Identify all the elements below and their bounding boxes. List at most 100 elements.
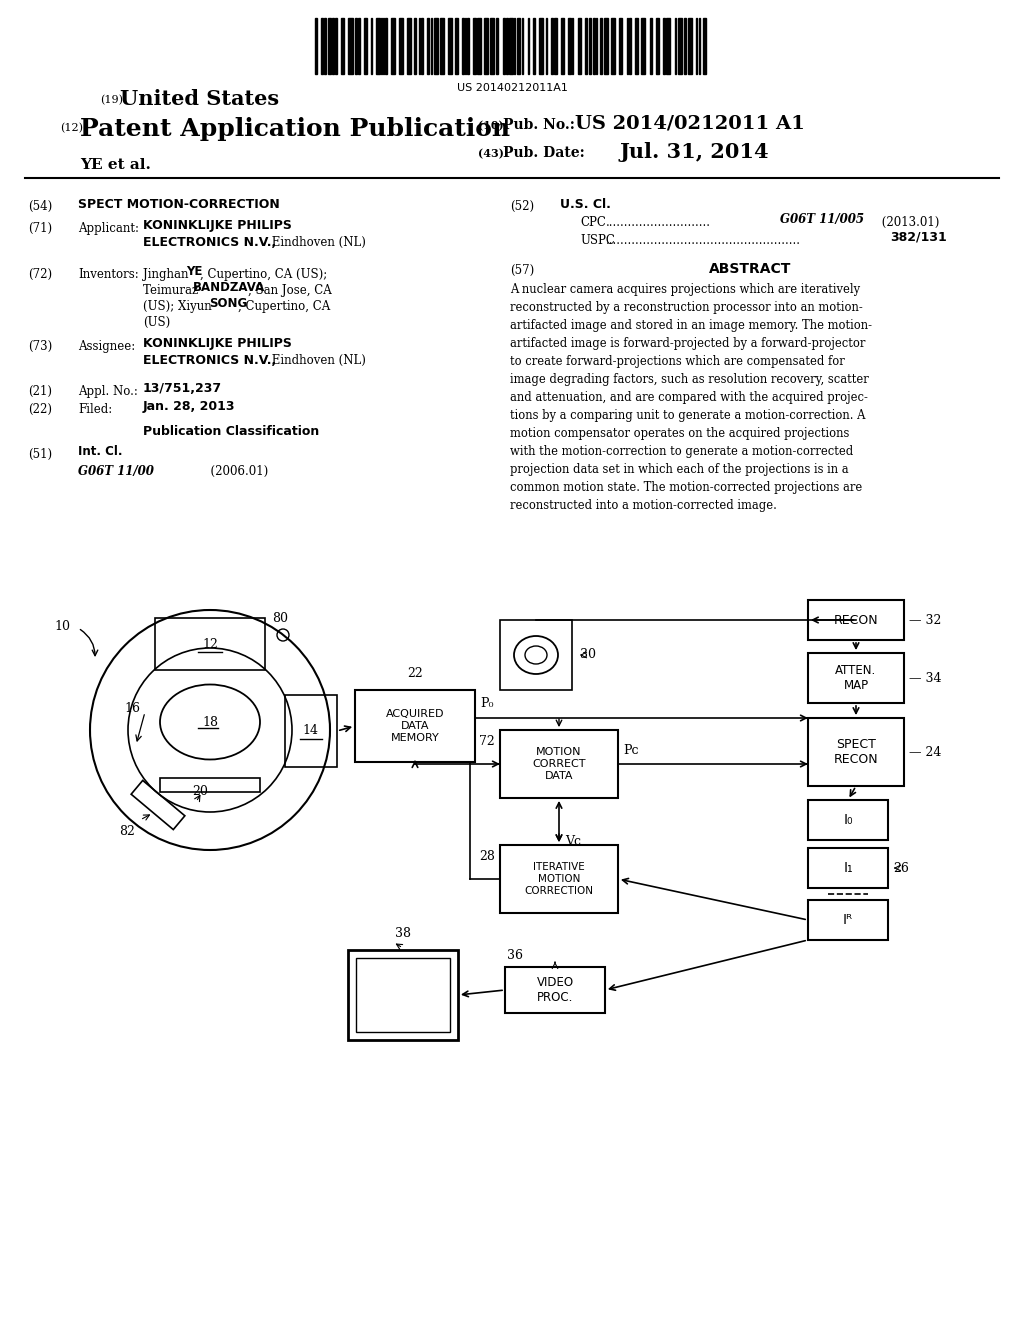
Text: 30: 30 xyxy=(580,648,596,661)
Text: 14: 14 xyxy=(302,725,318,738)
Bar xyxy=(808,900,888,940)
Text: YE et al.: YE et al. xyxy=(80,158,151,172)
Bar xyxy=(684,18,686,74)
Text: SPECT MOTION-CORRECTION: SPECT MOTION-CORRECTION xyxy=(78,198,280,211)
Bar xyxy=(391,18,395,74)
Bar xyxy=(808,847,888,888)
Text: (57): (57) xyxy=(510,264,535,277)
Text: MOTION
CORRECT
DATA: MOTION CORRECT DATA xyxy=(532,747,586,780)
Text: (US); Xiyun: (US); Xiyun xyxy=(143,300,215,313)
Text: Patent Application Publication: Patent Application Publication xyxy=(80,117,510,141)
Text: ....................................................: ........................................… xyxy=(606,234,801,247)
Text: , Cupertino, CA: , Cupertino, CA xyxy=(238,300,331,313)
Bar xyxy=(473,18,475,74)
Bar xyxy=(383,18,384,74)
Text: (43): (43) xyxy=(478,148,504,158)
Text: 28: 28 xyxy=(479,850,495,863)
Text: RECON: RECON xyxy=(834,614,879,627)
Text: 13/751,237: 13/751,237 xyxy=(143,381,222,395)
Bar xyxy=(476,18,480,74)
Bar xyxy=(585,18,587,74)
Bar xyxy=(490,18,495,74)
Bar xyxy=(407,18,411,74)
Bar xyxy=(527,18,528,74)
Bar xyxy=(808,653,904,704)
Text: 22: 22 xyxy=(408,667,423,680)
Bar xyxy=(354,18,356,74)
Bar xyxy=(589,18,591,74)
Text: Int. Cl.: Int. Cl. xyxy=(78,445,123,458)
Text: — 32: — 32 xyxy=(909,614,941,627)
Text: Inventors:: Inventors: xyxy=(78,268,138,281)
Text: 16: 16 xyxy=(124,701,140,714)
Bar xyxy=(356,958,450,1032)
Bar xyxy=(500,730,618,799)
Text: BANDZAVA: BANDZAVA xyxy=(193,281,265,294)
Text: YE: YE xyxy=(186,265,203,279)
Text: 82: 82 xyxy=(119,825,135,838)
Text: 38: 38 xyxy=(395,927,411,940)
Text: (73): (73) xyxy=(28,341,52,352)
Bar xyxy=(505,968,605,1012)
Bar xyxy=(364,18,368,74)
Bar xyxy=(467,18,469,74)
Bar xyxy=(155,618,265,671)
Bar xyxy=(160,777,260,792)
Bar xyxy=(688,18,692,74)
Bar xyxy=(500,620,572,690)
Text: , Cupertino, CA (US);: , Cupertino, CA (US); xyxy=(200,268,328,281)
Bar xyxy=(808,601,904,640)
Text: (21): (21) xyxy=(28,385,52,399)
Bar xyxy=(503,18,505,74)
Bar xyxy=(514,18,515,74)
Text: Teimuraz: Teimuraz xyxy=(143,284,202,297)
Text: ITERATIVE
MOTION
CORRECTION: ITERATIVE MOTION CORRECTION xyxy=(524,862,594,895)
Bar xyxy=(434,18,438,74)
Text: Eindhoven (NL): Eindhoven (NL) xyxy=(268,354,366,367)
Text: I₁: I₁ xyxy=(843,861,853,875)
Text: (12): (12) xyxy=(60,123,83,133)
Text: Pub. No.:: Pub. No.: xyxy=(503,117,574,132)
Text: 72: 72 xyxy=(479,735,495,748)
Bar xyxy=(440,18,444,74)
Text: Publication Classification: Publication Classification xyxy=(143,425,319,438)
Bar xyxy=(372,18,373,74)
Bar xyxy=(620,18,623,74)
Text: G06T 11/005: G06T 11/005 xyxy=(780,213,864,226)
Bar xyxy=(599,18,602,74)
Bar xyxy=(649,18,651,74)
Bar xyxy=(325,18,327,74)
Text: Assignee:: Assignee: xyxy=(78,341,135,352)
Text: Appl. No.:: Appl. No.: xyxy=(78,385,138,399)
Bar xyxy=(455,18,458,74)
Text: Applicant:: Applicant: xyxy=(78,222,139,235)
Text: 26: 26 xyxy=(893,862,909,874)
Bar xyxy=(517,18,520,74)
Text: SONG: SONG xyxy=(209,297,247,310)
Text: Pub. Date:: Pub. Date: xyxy=(503,147,585,160)
Text: (2013.01): (2013.01) xyxy=(878,216,939,228)
Bar xyxy=(341,18,344,74)
Text: (2006.01): (2006.01) xyxy=(173,465,268,478)
Text: KONINKLIJKE PHILIPS: KONINKLIJKE PHILIPS xyxy=(143,337,292,350)
Bar xyxy=(678,18,682,74)
Bar xyxy=(635,18,638,74)
Bar xyxy=(611,18,615,74)
Bar xyxy=(465,18,466,74)
Bar xyxy=(348,18,352,74)
Bar xyxy=(348,950,458,1040)
Text: P₀: P₀ xyxy=(480,697,494,710)
Bar xyxy=(808,800,888,840)
Text: 12: 12 xyxy=(202,638,218,651)
Text: Jul. 31, 2014: Jul. 31, 2014 xyxy=(620,143,770,162)
Text: 36: 36 xyxy=(507,949,523,962)
Bar xyxy=(554,18,557,74)
Bar xyxy=(315,18,317,74)
Text: 20: 20 xyxy=(193,785,208,799)
Bar xyxy=(328,18,331,74)
Text: ELECTRONICS N.V.,: ELECTRONICS N.V., xyxy=(143,354,276,367)
Bar xyxy=(596,18,597,74)
Text: Eindhoven (NL): Eindhoven (NL) xyxy=(268,236,366,249)
Text: — 24: — 24 xyxy=(909,746,941,759)
Text: ABSTRACT: ABSTRACT xyxy=(709,261,792,276)
